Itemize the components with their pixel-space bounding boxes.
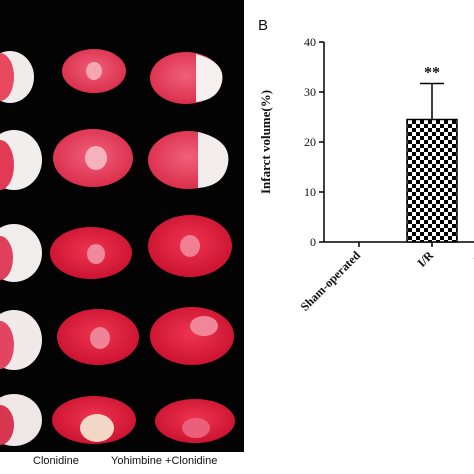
column-labels: Clonidine Yohimbine +Clonidine: [0, 455, 260, 474]
infarct-region: [196, 54, 223, 102]
y-axis: 0 10 20 30 40: [304, 35, 325, 249]
column-label-yohimbine-clonidine: Yohimbine +Clonidine: [111, 455, 218, 467]
infarct-region: [198, 132, 229, 188]
bar: [406, 118, 458, 243]
brain-slices: [0, 49, 235, 446]
slice-column-3: [148, 52, 235, 443]
slice-column-1: [0, 51, 42, 446]
x-axis: Sham-operated I/R Cl: [298, 241, 474, 314]
infarct-boundary: [0, 53, 14, 101]
x-tick-label: Cl: [470, 248, 474, 267]
ventricle: [90, 327, 110, 349]
y-tick-label: 10: [304, 185, 316, 199]
brain-slice: [150, 307, 234, 365]
bars: **: [406, 65, 458, 243]
brain-slice-photo-panel: [0, 0, 244, 452]
infarct-boundary: [0, 140, 14, 190]
x-tick-label: I/R: [414, 248, 436, 270]
panel-label-b: B: [258, 17, 268, 34]
ventricle: [85, 146, 107, 170]
y-axis-label: Infarct volume(%): [258, 90, 273, 194]
y-tick-label: 0: [310, 235, 316, 249]
infarct-volume-chart: B Infarct volume(%) 0 10 20 30 40 Sham-opera…: [258, 17, 474, 314]
infarct-boundary: [0, 405, 14, 445]
brainstem-region: [182, 418, 210, 438]
ventricle: [190, 316, 218, 336]
column-label-clonidine: Clonidine: [33, 455, 79, 467]
brainstem-region: [80, 414, 114, 442]
slice-column-2: [50, 49, 139, 444]
infarct-boundary: [0, 236, 13, 280]
ventricle: [86, 62, 102, 80]
y-tick-label: 20: [304, 135, 316, 149]
significance-annotation: **: [424, 65, 440, 82]
y-tick-label: 30: [304, 85, 316, 99]
infarct-boundary: [0, 321, 14, 369]
y-tick-label: 40: [304, 35, 316, 49]
ventricle: [87, 244, 105, 264]
ventricle: [180, 235, 200, 257]
x-tick-label: Sham-operated: [298, 248, 364, 314]
